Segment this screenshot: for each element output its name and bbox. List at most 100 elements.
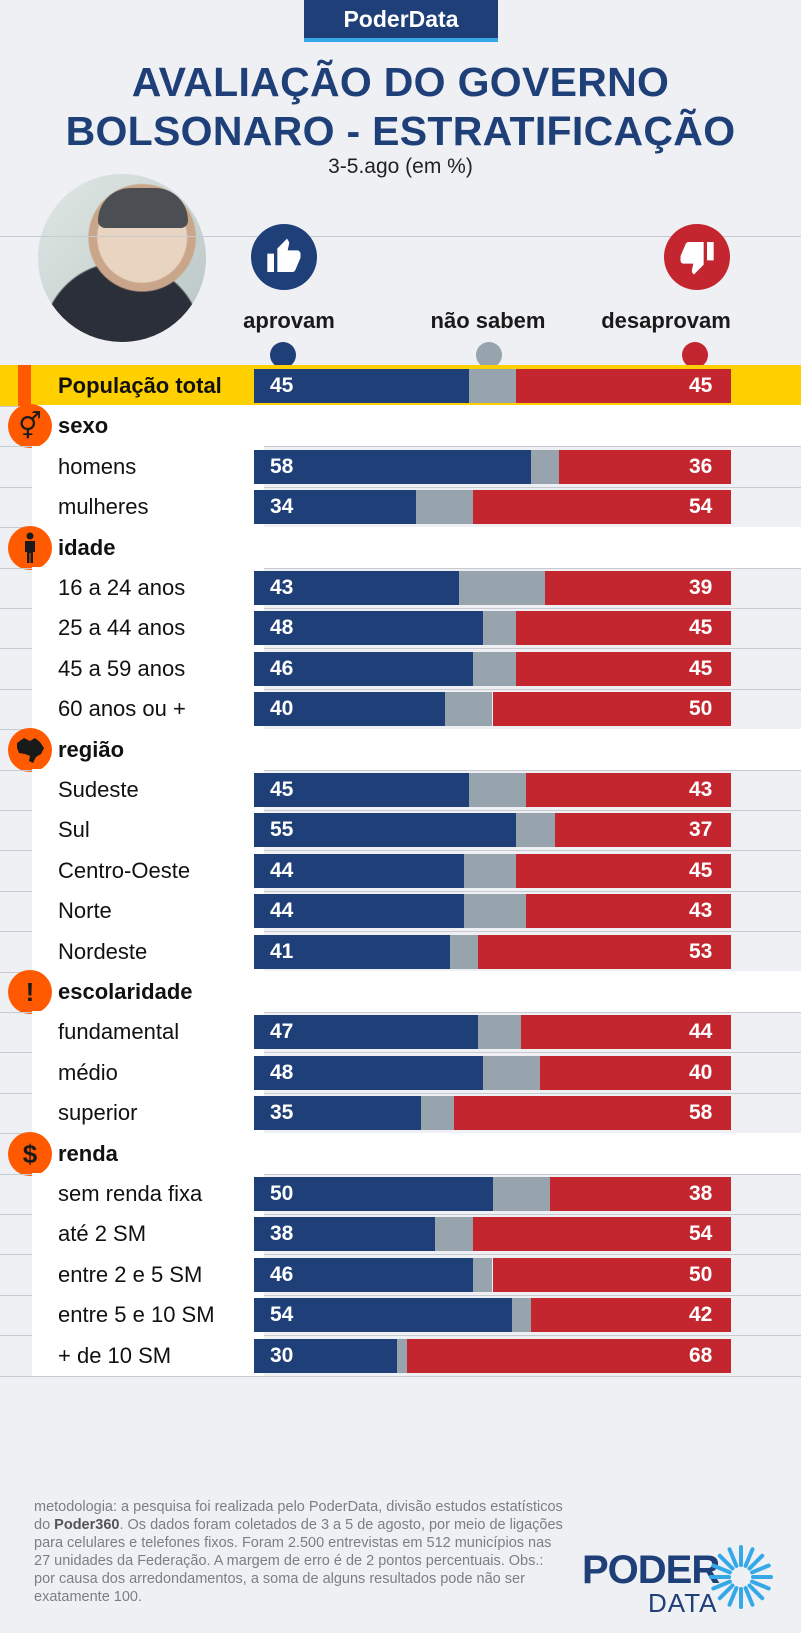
row-label: Sul: [58, 817, 90, 843]
value-approve: 45: [270, 778, 294, 801]
person-icon: [8, 525, 52, 570]
title-line-1: AVALIAÇÃO DO GOVERNO: [131, 59, 670, 105]
bar-approve: [254, 449, 531, 484]
value-disapprove: 53: [689, 939, 713, 963]
bar-unsure: [482, 1055, 541, 1090]
table-row: 25 a 44 anos 48 45: [0, 607, 801, 650]
bar-approve: [254, 611, 483, 646]
table-row: Nordeste 41 53: [0, 930, 801, 973]
value-approve: 41: [270, 939, 294, 963]
bar-approve: [254, 490, 417, 525]
table-row: homens 58 36: [0, 445, 801, 488]
value-approve: 46: [270, 656, 294, 680]
value-disapprove: 37: [689, 818, 713, 842]
bar-unsure: [444, 692, 493, 727]
bar-approve: [254, 651, 474, 686]
value-disapprove: 43: [689, 778, 713, 801]
bar-disapprove: [516, 369, 731, 403]
bar-disapprove: [554, 813, 731, 848]
bar-approve: [254, 934, 450, 969]
bar-approve: [254, 369, 469, 403]
thumbs-down-icon: [664, 224, 730, 290]
sunburst-icon: [709, 1545, 773, 1609]
bar-unsure: [463, 894, 526, 929]
bar-approve: [254, 1015, 479, 1050]
bar-approve: [254, 1257, 474, 1292]
bar-approve: [254, 692, 445, 727]
value-approve: 47: [270, 1020, 294, 1044]
value-approve: 30: [270, 1343, 294, 1367]
bar-approve: [254, 1177, 493, 1211]
table-row: Norte 44 43: [0, 890, 801, 933]
row-label: região: [58, 736, 125, 762]
legend-dot-approve: [270, 342, 296, 368]
bar-disapprove: [492, 692, 731, 727]
value-disapprove: 50: [689, 697, 713, 721]
value-approve: 38: [270, 1222, 294, 1246]
table-row: 16 a 24 anos 43 39: [0, 567, 801, 609]
value-disapprove: 45: [689, 656, 713, 680]
row-label: superior: [58, 1100, 138, 1126]
value-disapprove: 45: [689, 616, 713, 640]
legend-dot-disapprove: [682, 342, 708, 368]
chart-subtitle: 3-5.ago (em %): [328, 155, 473, 178]
bar-disapprove: [521, 1015, 731, 1050]
bar-disapprove: [473, 490, 731, 525]
value-disapprove: 36: [689, 454, 713, 478]
bar-approve: [254, 1298, 512, 1333]
bar-disapprove: [454, 1096, 731, 1131]
table-row: População total 45 45: [0, 365, 801, 407]
bar-approve: [254, 894, 464, 929]
row-label: População total: [58, 373, 222, 398]
title-line-2: BOLSONARO - ESTRATIFICAÇÃO: [65, 108, 736, 154]
value-disapprove: 38: [689, 1182, 713, 1205]
methodology-note: metodologia: a pesquisa foi realizada pe…: [34, 1499, 563, 1605]
category-row: idade: [0, 525, 801, 570]
value-approve: 50: [270, 1182, 294, 1205]
value-approve: 46: [270, 1262, 294, 1286]
exclamation-icon: !: [8, 970, 52, 1014]
row-label: idade: [58, 534, 116, 560]
bar-approve: [254, 853, 464, 888]
bar-disapprove: [473, 1217, 731, 1252]
value-approve: 44: [270, 899, 294, 923]
table-row: superior 35 58: [0, 1092, 801, 1135]
value-approve: 58: [270, 454, 294, 478]
category-row: região: [0, 727, 801, 772]
bar-approve: [254, 1217, 436, 1252]
table-row: Sudeste 45 43: [0, 769, 801, 811]
bar-unsure: [449, 934, 479, 969]
table-row: entre 2 e 5 SM 46 50: [0, 1253, 801, 1296]
poderdata-logo: PODER DATA: [582, 1545, 782, 1618]
category-row: ! escolaridade: [0, 970, 801, 1014]
value-approve: 35: [270, 1101, 294, 1125]
bar-disapprove: [544, 571, 731, 605]
value-approve: 45: [270, 374, 294, 397]
bar-disapprove: [406, 1338, 731, 1373]
bar-disapprove: [559, 449, 731, 484]
row-label: Centro-Oeste: [58, 857, 191, 883]
value-disapprove: 54: [689, 1222, 713, 1246]
brand-tag: PoderData: [304, 0, 498, 42]
row-label: sem renda fixa: [58, 1181, 203, 1206]
bar-unsure: [459, 571, 545, 605]
thumbs-up-icon: [251, 224, 317, 290]
row-label: entre 5 e 10 SM: [58, 1302, 215, 1328]
value-disapprove: 44: [689, 1020, 713, 1044]
bar-approve: [254, 773, 469, 807]
bar-unsure: [511, 1298, 531, 1333]
bar-disapprove: [478, 934, 731, 969]
value-disapprove: 42: [689, 1303, 713, 1327]
row-label: Norte: [58, 898, 112, 924]
row-label: 16 a 24 anos: [58, 575, 186, 600]
table-row: sem renda fixa 50 38: [0, 1173, 801, 1215]
bar-approve: [254, 813, 517, 848]
row-label: Nordeste: [58, 938, 148, 964]
row-label: fundamental: [58, 1019, 180, 1045]
row-label: Sudeste: [58, 777, 139, 802]
row-label: entre 2 e 5 SM: [58, 1261, 203, 1287]
row-label: 60 anos ou +: [58, 696, 186, 722]
bar-unsure: [492, 1177, 550, 1211]
bar-unsure: [482, 611, 517, 646]
category-row: ⚥ sexo: [0, 404, 801, 449]
